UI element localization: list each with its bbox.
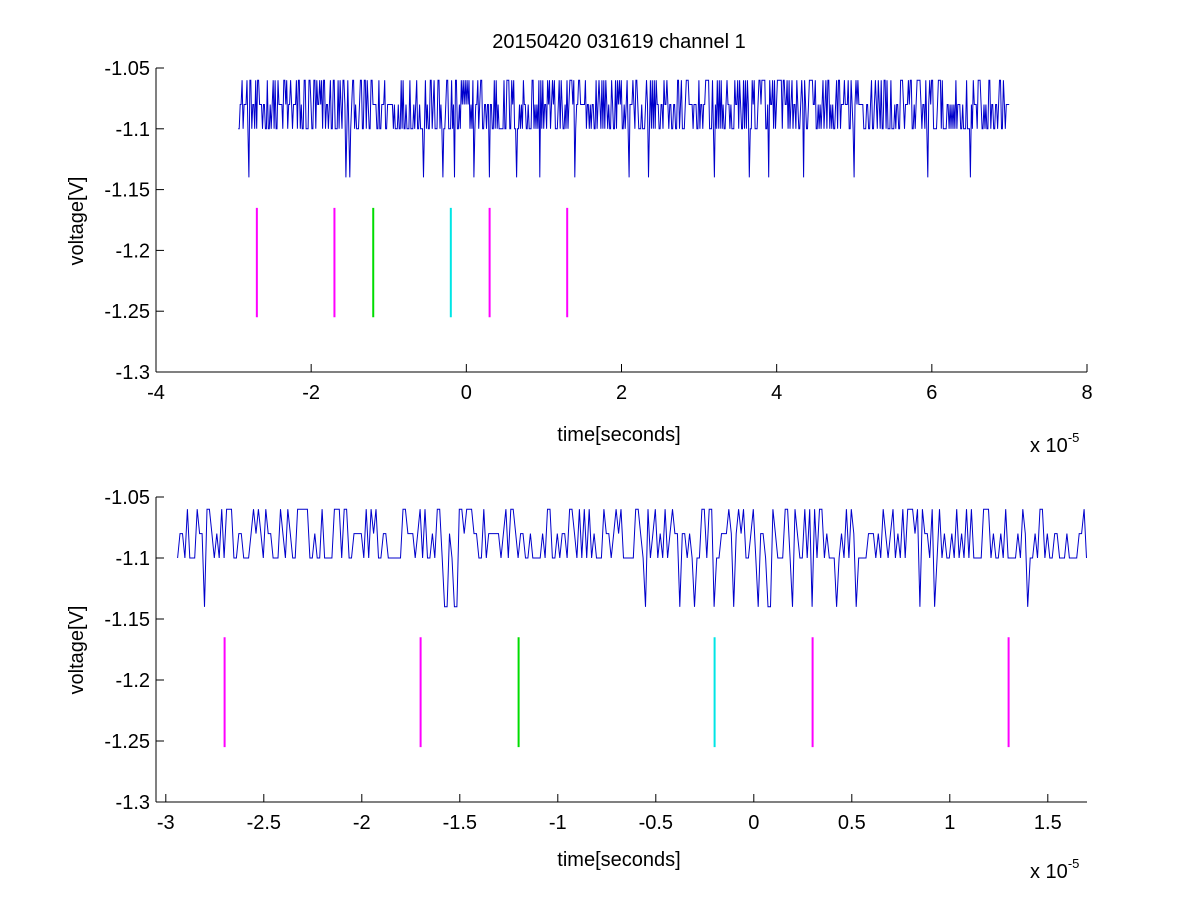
top-x-axis-label: time[seconds] — [557, 424, 680, 446]
top-x-tick-label: 6 — [926, 382, 937, 404]
bottom-x-tick-label: 1.5 — [1034, 812, 1062, 834]
top-y-tick-label: -1.1 — [116, 119, 150, 141]
bottom-plot: -3 -2.5 -2 -1.5 -1 -0.5 0 0.5 1 1.5 -1.05 -1.1 -1.1… — [66, 487, 1087, 883]
top-x-tick-label: 8 — [1081, 382, 1092, 404]
bottom-voltage-series-line — [177, 508, 1087, 608]
top-plot: -4 -2 0 2 4 6 8 -1.05 -1.1 -1.15 -1.2 -1.25 -1.3 ti… — [66, 58, 1093, 457]
bottom-y-tick-label: -1.25 — [104, 731, 150, 753]
bottom-voltage-trace — [177, 508, 1087, 608]
top-x-tick-label: 2 — [616, 382, 627, 404]
bottom-x-tick-label: -0.5 — [639, 812, 673, 834]
bottom-x-ticks: -3 -2.5 -2 -1.5 -1 -0.5 0 0.5 1 1.5 — [157, 794, 1062, 834]
top-x-ticks: -4 -2 0 2 4 6 8 — [147, 364, 1093, 404]
top-x-tick-label: 4 — [771, 382, 782, 404]
top-y-axis-label: voltage[V] — [66, 177, 88, 266]
top-event-markers — [255, 207, 569, 318]
bottom-y-tick-label: -1.1 — [116, 548, 150, 570]
bottom-x-tick-label: 1 — [944, 812, 955, 834]
top-x-tick-label: -4 — [147, 382, 165, 404]
bottom-x-tick-label: -1.5 — [443, 812, 477, 834]
bottom-x-tick-label: 0.5 — [838, 812, 866, 834]
bottom-x-tick-label: -2.5 — [247, 812, 281, 834]
top-x-exponent: x 10-5 — [1030, 430, 1079, 457]
bottom-x-axis-label: time[seconds] — [557, 849, 680, 871]
bottom-y-tick-label: -1.3 — [116, 792, 150, 814]
chart-title: 20150420 031619 channel 1 — [492, 31, 746, 53]
top-y-tick-label: -1.25 — [104, 301, 150, 323]
bottom-x-tick-label: -1 — [549, 812, 567, 834]
bottom-x-tick-label: -2 — [353, 812, 371, 834]
top-voltage-trace — [238, 79, 1010, 178]
bottom-x-tick-label: 0 — [748, 812, 759, 834]
top-y-tick-label: -1.05 — [104, 58, 150, 80]
bottom-y-ticks: -1.05 -1.1 -1.15 -1.2 -1.25 -1.3 — [104, 487, 164, 814]
bottom-x-exponent: x 10-5 — [1030, 856, 1079, 883]
top-y-tick-label: -1.2 — [116, 240, 150, 262]
top-y-tick-label: -1.3 — [116, 362, 150, 384]
top-y-tick-label: -1.15 — [104, 180, 150, 202]
top-y-ticks: -1.05 -1.1 -1.15 -1.2 -1.25 -1.3 — [104, 58, 164, 384]
bottom-y-axis-label: voltage[V] — [66, 606, 88, 695]
top-voltage-series-line — [238, 79, 1010, 178]
top-x-tick-label: -2 — [302, 382, 320, 404]
bottom-x-tick-label: -3 — [157, 812, 175, 834]
top-x-tick-label: 0 — [461, 382, 472, 404]
bottom-event-markers — [223, 637, 1010, 748]
bottom-y-tick-label: -1.2 — [116, 670, 150, 692]
bottom-y-tick-label: -1.05 — [104, 487, 150, 509]
bottom-axes-lines — [155, 497, 1087, 803]
bottom-y-tick-label: -1.15 — [104, 609, 150, 631]
